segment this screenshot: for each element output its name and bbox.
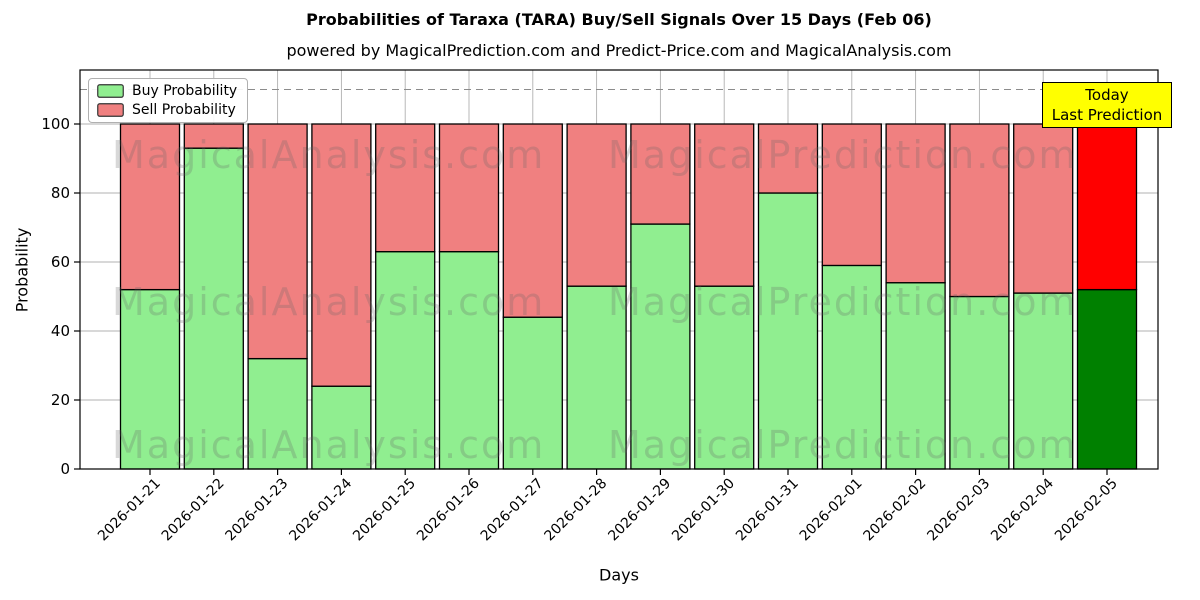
legend-label-buy: Buy Probability: [132, 83, 238, 99]
x-tick-label: 2026-01-21: [95, 476, 164, 545]
buy-swatch-icon: [97, 84, 124, 98]
y-tick-label: 20: [51, 391, 70, 409]
bar-sell-segment: [119, 123, 181, 291]
chart-title: Probabilities of Taraxa (TARA) Buy/Sell …: [306, 10, 932, 29]
x-tick-label: 2026-01-22: [159, 476, 228, 545]
today-annotation-line1: Today: [1085, 85, 1129, 104]
x-tick-label: 2026-01-28: [542, 476, 611, 545]
bar-buy-segment: [502, 316, 563, 470]
y-tick-label: 0: [60, 460, 70, 478]
today-annotation-line2: Last Prediction: [1051, 106, 1163, 124]
bar-sell-segment: [311, 123, 372, 387]
bar-buy-segment: [821, 264, 882, 470]
chart-subtitle: powered by MagicalPrediction.com and Pre…: [286, 41, 952, 60]
axes-spines: [79, 69, 1159, 470]
bar-buy-segment: [247, 357, 308, 470]
x-tick-label: 2026-01-23: [223, 476, 292, 545]
sell-swatch-rect: [97, 103, 124, 117]
bar-sell-segment: [949, 123, 1010, 298]
bar-buy-segment: [375, 250, 436, 470]
sell-swatch-icon: [97, 103, 124, 117]
today-annotation: Today Last Prediction: [1042, 82, 1172, 128]
bar-sell-segment: [1076, 123, 1138, 291]
bar-buy-segment: [757, 192, 819, 470]
bar-buy-segment: [1013, 292, 1074, 470]
bar-sell-segment: [502, 123, 563, 318]
bar-buy-segment: [438, 250, 500, 470]
bar-sell-segment: [694, 123, 755, 287]
bar-buy-segment: [885, 282, 946, 470]
bar-buy-segment: [311, 385, 372, 470]
y-axis-label: Probability: [12, 227, 32, 313]
x-tick-label: 2026-01-25: [350, 476, 419, 545]
y-tick-label: 100: [41, 115, 70, 133]
bar-sell-segment: [885, 123, 946, 284]
x-tick-label: 2026-01-24: [286, 475, 355, 544]
bar-buy-segment: [630, 223, 691, 470]
x-tick-label: 2026-01-31: [733, 476, 802, 545]
bar-sell-segment: [247, 123, 308, 360]
legend-item-buy: Buy Probability: [97, 84, 237, 98]
bar-buy-segment: [566, 285, 627, 470]
x-tick-label: 2026-02-02: [861, 476, 930, 545]
buy-swatch-rect: [97, 84, 124, 98]
x-tick-label: 2026-02-03: [924, 476, 993, 545]
y-tick-label: 60: [51, 253, 70, 271]
bar-buy-segment: [183, 147, 244, 470]
legend: Buy Probability Sell Probability: [88, 78, 249, 123]
y-tick-label: 80: [51, 184, 70, 202]
legend-label-sell: Sell Probability: [132, 102, 236, 118]
legend-item-sell: Sell Probability: [97, 103, 237, 117]
bar-sell-segment: [375, 123, 436, 253]
x-tick-label: 2026-01-26: [414, 475, 483, 544]
y-tick-label: 40: [51, 322, 70, 340]
bar-sell-segment: [566, 123, 627, 287]
bar-sell-segment: [438, 123, 500, 253]
x-tick-label: 2026-01-29: [605, 476, 674, 545]
x-axis-label: Days: [599, 565, 639, 585]
x-tick-label: 2026-02-04: [988, 475, 1057, 544]
bar-sell-segment: [1013, 123, 1074, 294]
x-tick-label: 2026-02-01: [797, 476, 866, 545]
bar-sell-segment: [183, 123, 244, 149]
x-tick-label: 2026-02-05: [1052, 476, 1121, 545]
bar-buy-segment: [694, 285, 755, 470]
x-tick-label: 2026-01-27: [478, 476, 547, 545]
bar-buy-segment: [1076, 288, 1138, 470]
bar-buy-segment: [119, 288, 181, 470]
bar-sell-segment: [757, 123, 819, 194]
x-tick-label: 2026-01-30: [669, 476, 738, 545]
bar-buy-segment: [949, 295, 1010, 470]
bar-sell-segment: [821, 123, 882, 267]
bar-sell-segment: [630, 123, 691, 225]
